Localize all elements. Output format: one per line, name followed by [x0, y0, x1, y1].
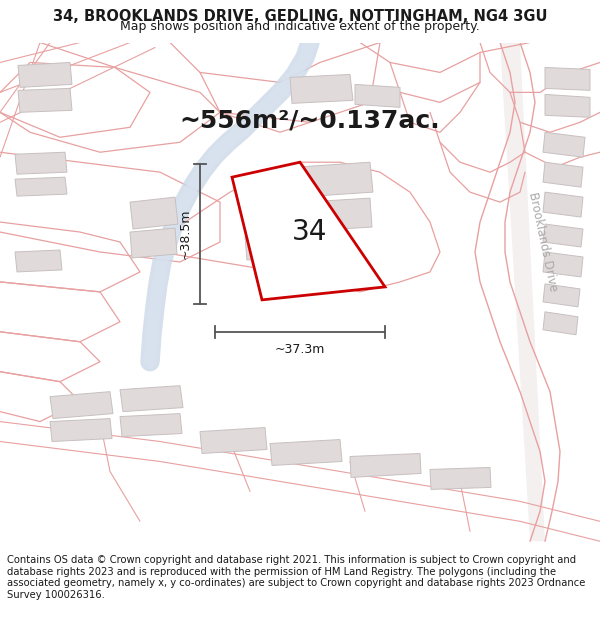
- Polygon shape: [232, 162, 385, 300]
- Polygon shape: [543, 224, 583, 247]
- Polygon shape: [543, 162, 583, 187]
- Polygon shape: [290, 74, 353, 103]
- Polygon shape: [543, 312, 578, 335]
- Text: Contains OS data © Crown copyright and database right 2021. This information is : Contains OS data © Crown copyright and d…: [7, 555, 586, 600]
- Polygon shape: [543, 252, 583, 277]
- Text: Brooklands Drive: Brooklands Drive: [526, 191, 560, 293]
- Polygon shape: [130, 228, 177, 258]
- Polygon shape: [430, 468, 491, 489]
- Polygon shape: [270, 439, 342, 466]
- Polygon shape: [15, 177, 67, 196]
- Polygon shape: [295, 231, 347, 257]
- Polygon shape: [545, 68, 590, 91]
- Polygon shape: [120, 386, 183, 412]
- Text: 34, BROOKLANDS DRIVE, GEDLING, NOTTINGHAM, NG4 3GU: 34, BROOKLANDS DRIVE, GEDLING, NOTTINGHA…: [53, 9, 547, 24]
- Text: ~37.3m: ~37.3m: [275, 343, 325, 356]
- Text: ~556m²/~0.137ac.: ~556m²/~0.137ac.: [179, 108, 440, 132]
- Text: ~38.5m: ~38.5m: [179, 209, 191, 259]
- Polygon shape: [15, 152, 67, 174]
- Polygon shape: [120, 414, 182, 436]
- Polygon shape: [545, 94, 590, 118]
- Text: 34: 34: [292, 217, 328, 246]
- Text: Map shows position and indicative extent of the property.: Map shows position and indicative extent…: [120, 20, 480, 33]
- Polygon shape: [130, 197, 178, 229]
- Polygon shape: [18, 88, 72, 112]
- Polygon shape: [200, 428, 267, 454]
- Polygon shape: [500, 42, 545, 541]
- Polygon shape: [50, 392, 113, 419]
- Polygon shape: [245, 234, 292, 260]
- Polygon shape: [543, 284, 580, 307]
- Polygon shape: [543, 192, 583, 217]
- Polygon shape: [543, 132, 585, 158]
- Polygon shape: [50, 419, 112, 441]
- Polygon shape: [355, 84, 400, 107]
- Polygon shape: [295, 162, 373, 197]
- Polygon shape: [305, 198, 372, 231]
- Polygon shape: [18, 62, 72, 88]
- Polygon shape: [350, 454, 421, 478]
- Polygon shape: [15, 250, 62, 272]
